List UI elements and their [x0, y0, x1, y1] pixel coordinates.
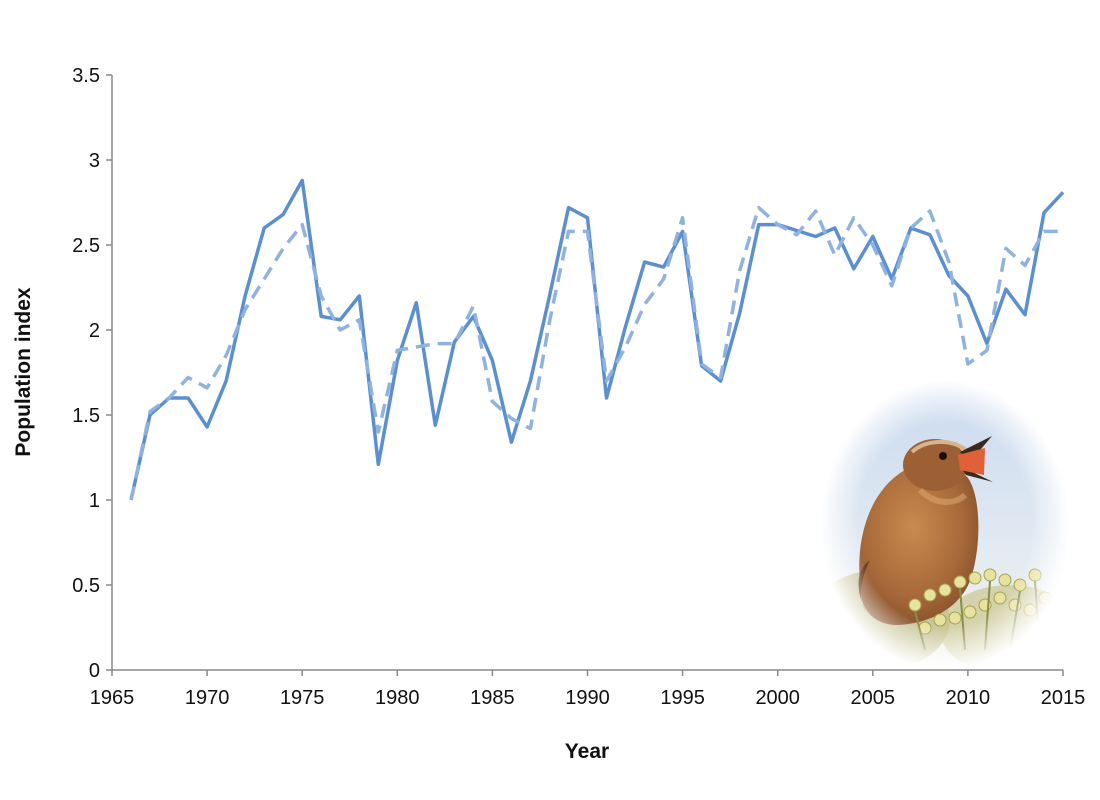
x-axis-title: Year [565, 740, 609, 763]
x-tick-label: 1995 [660, 687, 705, 709]
series-layer [129, 178, 1065, 501]
y-tick-label: 1 [89, 490, 100, 512]
y-tick-label: 2.5 [72, 235, 100, 257]
x-ticks: 1965 1970 1975 1980 1985 1990 1995 2000 2005 2010… [90, 670, 1086, 709]
y-ticks: 0 0.5 1 1.5 2 2.5 3 3.5 [72, 65, 112, 682]
x-tick-label: 2010 [946, 687, 991, 709]
y-tick-label: 3.5 [72, 65, 100, 87]
x-tick-label: 1985 [470, 687, 515, 709]
x-tick-label: 1965 [90, 687, 135, 709]
series-line-dashed [129, 205, 1063, 501]
x-tick-label: 2015 [1041, 687, 1086, 709]
wren-bird-photo [810, 380, 1080, 675]
x-tick-label: 2000 [755, 687, 800, 709]
series-line-solid [129, 178, 1065, 501]
x-tick-label: 1970 [185, 687, 230, 709]
y-tick-label: 0.5 [72, 575, 100, 597]
y-tick-label: 0 [89, 660, 100, 682]
y-tick-label: 2 [89, 320, 100, 342]
x-tick-label: 1980 [375, 687, 420, 709]
y-tick-label: 3 [89, 150, 100, 172]
y-axis-title: Population index [12, 287, 35, 456]
x-tick-label: 1975 [280, 687, 325, 709]
y-tick-label: 1.5 [72, 405, 100, 427]
x-tick-label: 1990 [565, 687, 610, 709]
x-tick-label: 2005 [851, 687, 896, 709]
